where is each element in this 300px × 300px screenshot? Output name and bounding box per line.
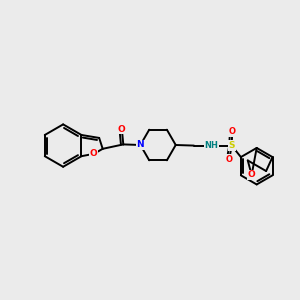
Text: NH: NH: [205, 141, 219, 150]
Text: N: N: [136, 140, 144, 149]
Text: O: O: [226, 154, 233, 164]
Text: O: O: [248, 170, 256, 179]
Text: O: O: [229, 127, 236, 136]
Text: O: O: [90, 149, 98, 158]
Text: O: O: [118, 124, 126, 134]
Text: S: S: [228, 141, 235, 150]
